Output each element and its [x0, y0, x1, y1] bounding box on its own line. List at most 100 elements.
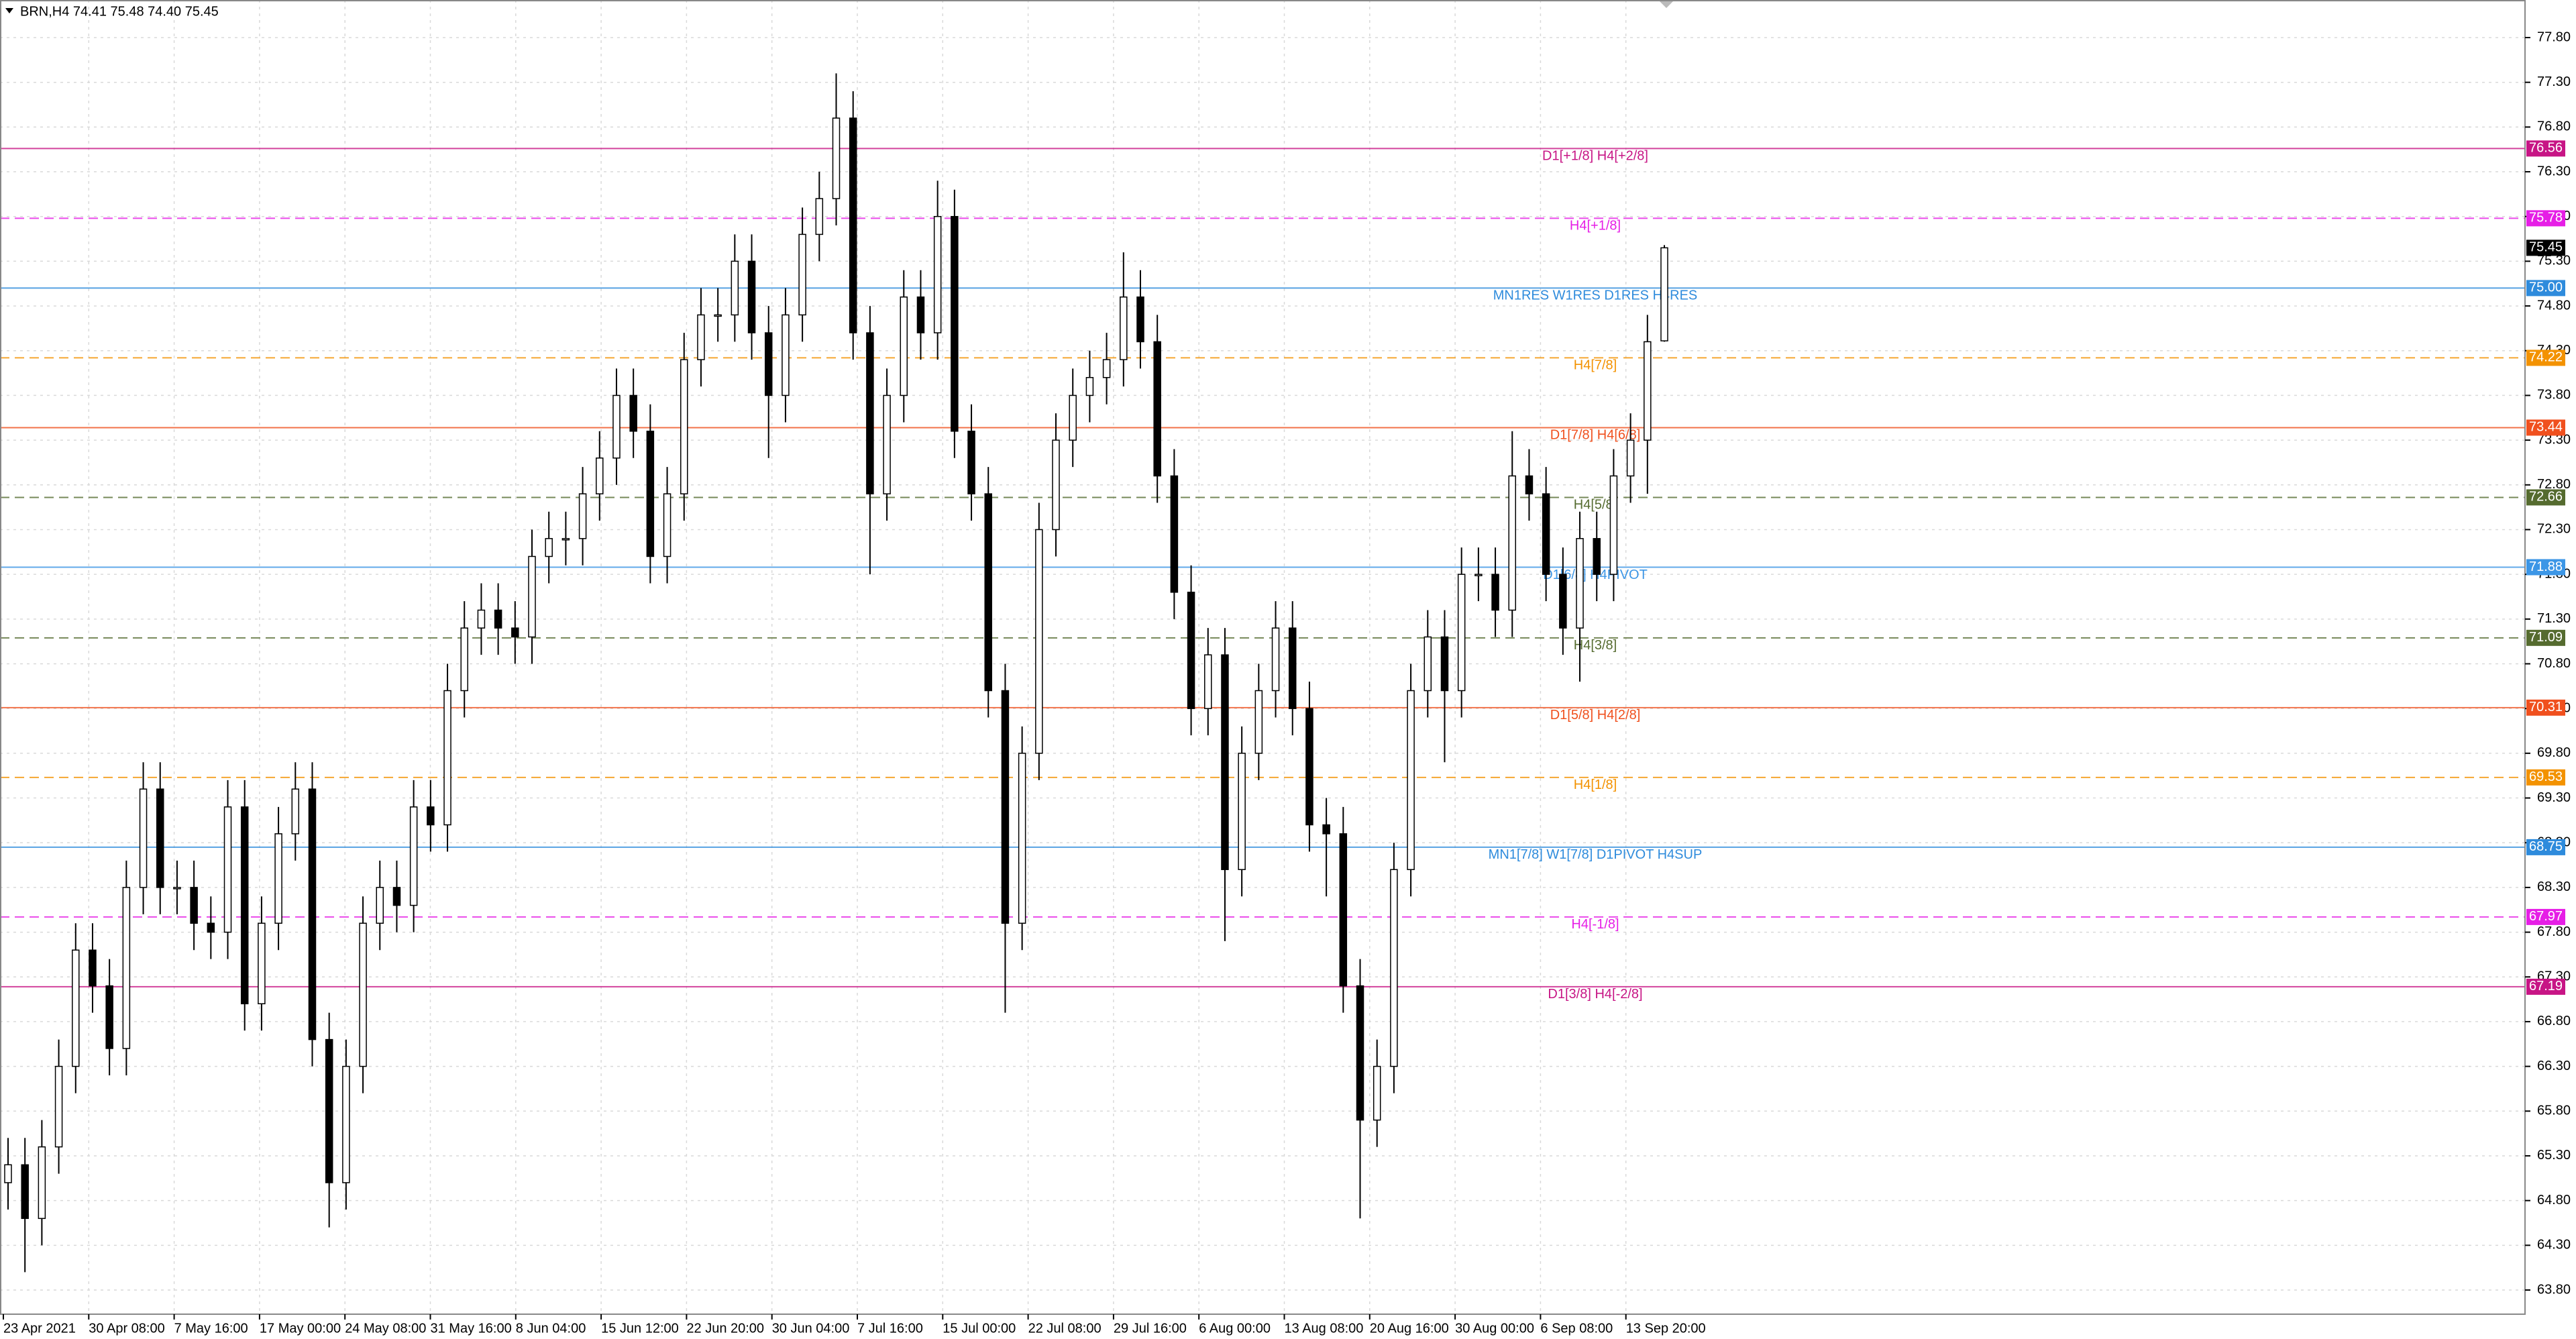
- candle-body: [764, 332, 773, 396]
- candle-body: [460, 627, 468, 692]
- candle-body: [223, 806, 232, 933]
- candle-body: [1153, 341, 1161, 477]
- level-price-box: [2526, 280, 2565, 297]
- x-tick-label: 23 Apr 2021: [3, 1321, 76, 1336]
- y-tick-label: 72.30: [2537, 522, 2571, 537]
- x-tick-label: 13 Aug 08:00: [1285, 1321, 1364, 1336]
- candle-body: [731, 260, 739, 316]
- candle-body: [1593, 538, 1601, 575]
- x-tick-label: 24 May 08:00: [345, 1321, 426, 1336]
- candle-body: [325, 1038, 333, 1183]
- y-tick-label: 73.80: [2537, 388, 2571, 403]
- candle-body: [409, 806, 418, 906]
- candle-body: [1204, 654, 1212, 709]
- candle-body: [1474, 574, 1483, 576]
- x-tick-label: 31 May 16:00: [431, 1321, 512, 1336]
- x-tick-label: 15 Jun 12:00: [601, 1321, 679, 1336]
- candle-body: [680, 359, 688, 494]
- x-tick-label: 20 Aug 16:00: [1370, 1321, 1449, 1336]
- candle-body: [1170, 475, 1179, 593]
- level-label: D1[5/8] H4[2/8]: [1550, 708, 1641, 722]
- candle-body: [1626, 439, 1635, 477]
- y-tick-label: 64.30: [2537, 1238, 2571, 1252]
- candle-body: [1660, 247, 1668, 341]
- y-tick-label: 69.30: [2537, 790, 2571, 805]
- candle-body: [240, 806, 249, 1005]
- y-tick-label: 76.30: [2537, 164, 2571, 178]
- level-price-label: 68.75: [2529, 839, 2563, 854]
- candle-body: [612, 394, 621, 459]
- level-price-label: 75.00: [2529, 280, 2563, 295]
- level-price-label: 67.97: [2529, 909, 2563, 924]
- candle-body: [782, 314, 790, 396]
- y-tick-label: 65.80: [2537, 1104, 2571, 1118]
- candle-body: [1525, 475, 1534, 494]
- x-tick-label: 8 Jun 04:00: [516, 1321, 586, 1336]
- candle-body: [122, 887, 131, 1049]
- candle-body: [38, 1146, 46, 1220]
- candle-body: [274, 833, 282, 924]
- candle-body: [697, 314, 705, 360]
- candle-body: [866, 332, 874, 494]
- level-label: H4[1/8]: [1574, 778, 1617, 792]
- level-price-box: [2526, 699, 2565, 716]
- candle-body: [54, 1065, 63, 1148]
- y-tick-label: 76.80: [2537, 119, 2571, 134]
- y-tick-label: 75.30: [2537, 254, 2571, 268]
- candle-body: [1440, 636, 1449, 692]
- candle-body: [359, 922, 367, 1067]
- candle-body: [1609, 475, 1618, 575]
- x-tick-label: 30 Apr 08:00: [89, 1321, 164, 1336]
- y-tick-label: 65.30: [2537, 1148, 2571, 1163]
- x-tick-label: 22 Jun 20:00: [686, 1321, 764, 1336]
- level-price-box: [2526, 769, 2565, 786]
- x-tick-label: 17 May 00:00: [260, 1321, 341, 1336]
- candle-body: [815, 198, 824, 235]
- candle-body: [832, 117, 841, 199]
- current-price-label: 75.45: [2529, 240, 2563, 255]
- candle-body: [1271, 627, 1280, 692]
- y-tick-label: 77.30: [2537, 74, 2571, 89]
- candle-body: [4, 1164, 12, 1183]
- candle-body: [967, 431, 975, 494]
- candle-body: [883, 394, 891, 494]
- candle-body: [714, 314, 722, 317]
- chart-title: BRN,H4 74.41 75.48 74.40 75.45: [20, 4, 219, 19]
- candle-body: [443, 690, 451, 826]
- x-tick-label: 7 Jul 16:00: [857, 1321, 923, 1336]
- candle-body: [1373, 1065, 1381, 1121]
- candle-body: [663, 493, 672, 557]
- candle-body: [629, 394, 637, 432]
- candle-body: [258, 922, 266, 1005]
- candle-body: [1491, 574, 1499, 611]
- candle-body: [849, 117, 857, 333]
- y-tick-label: 77.80: [2537, 30, 2571, 44]
- x-tick-label: 7 May 16:00: [174, 1321, 248, 1336]
- candle-body: [646, 431, 655, 557]
- y-tick-label: 69.80: [2537, 745, 2571, 760]
- shift-marker: [1660, 1, 1673, 8]
- y-tick-label: 74.80: [2537, 298, 2571, 313]
- candle-body: [89, 949, 97, 987]
- candle-body: [798, 233, 806, 316]
- candle-body: [1120, 296, 1128, 360]
- level-price-label: 76.56: [2529, 141, 2563, 156]
- x-tick-label: 29 Jul 16:00: [1114, 1321, 1187, 1336]
- candle-body: [1085, 377, 1094, 396]
- level-price-box: [2526, 839, 2565, 855]
- candle-body: [1001, 690, 1010, 924]
- candle-body: [494, 609, 502, 629]
- level-label: H4[+1/8]: [1570, 219, 1621, 233]
- symbol-menu-arrow[interactable]: [5, 8, 13, 13]
- level-price-box: [2526, 629, 2565, 646]
- x-tick-label: 6 Aug 00:00: [1199, 1321, 1271, 1336]
- candle-body: [1390, 869, 1398, 1067]
- level-label: MN1RES W1RES D1RES H4RES: [1493, 288, 1698, 303]
- level-label: H4[-1/8]: [1571, 917, 1619, 932]
- candle-body: [1069, 394, 1077, 441]
- level-price-label: 69.53: [2529, 769, 2563, 784]
- x-tick-label: 15 Jul 00:00: [943, 1321, 1016, 1336]
- candle-body: [376, 887, 384, 924]
